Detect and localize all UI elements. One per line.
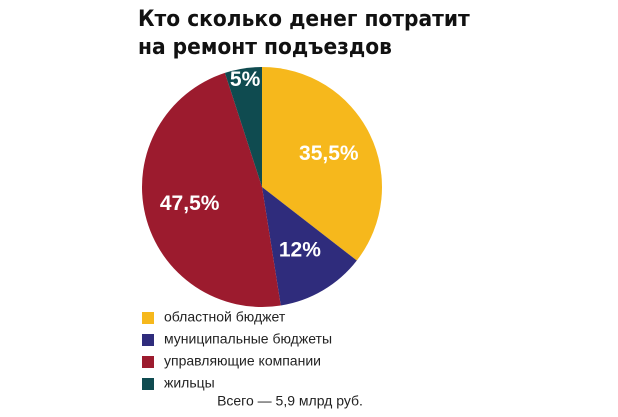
data-label: 35,5% <box>299 142 359 165</box>
chart-title: на ремонт подъездов <box>138 33 392 59</box>
data-label: 47,5% <box>160 192 220 215</box>
annotation: Всего — 5,9 млрд руб. <box>217 393 363 409</box>
legend-label: областной бюджет <box>164 309 286 325</box>
legend-swatch <box>142 356 154 368</box>
pie-slice <box>224 67 262 187</box>
pie-slice <box>262 67 383 261</box>
legend-label: управляющие компании <box>164 353 321 369</box>
legend-swatch <box>142 312 154 324</box>
data-label: 12% <box>279 239 321 262</box>
legend-swatch <box>142 378 154 390</box>
data-label: 5% <box>230 68 261 91</box>
chart-title: Кто сколько денег потратит <box>138 5 471 31</box>
legend-label: жильцы <box>164 375 215 391</box>
legend-label: муниципальные бюджеты <box>164 331 332 347</box>
pie-slice <box>141 72 281 308</box>
pie-slice <box>262 187 357 306</box>
legend-swatch <box>142 334 154 346</box>
